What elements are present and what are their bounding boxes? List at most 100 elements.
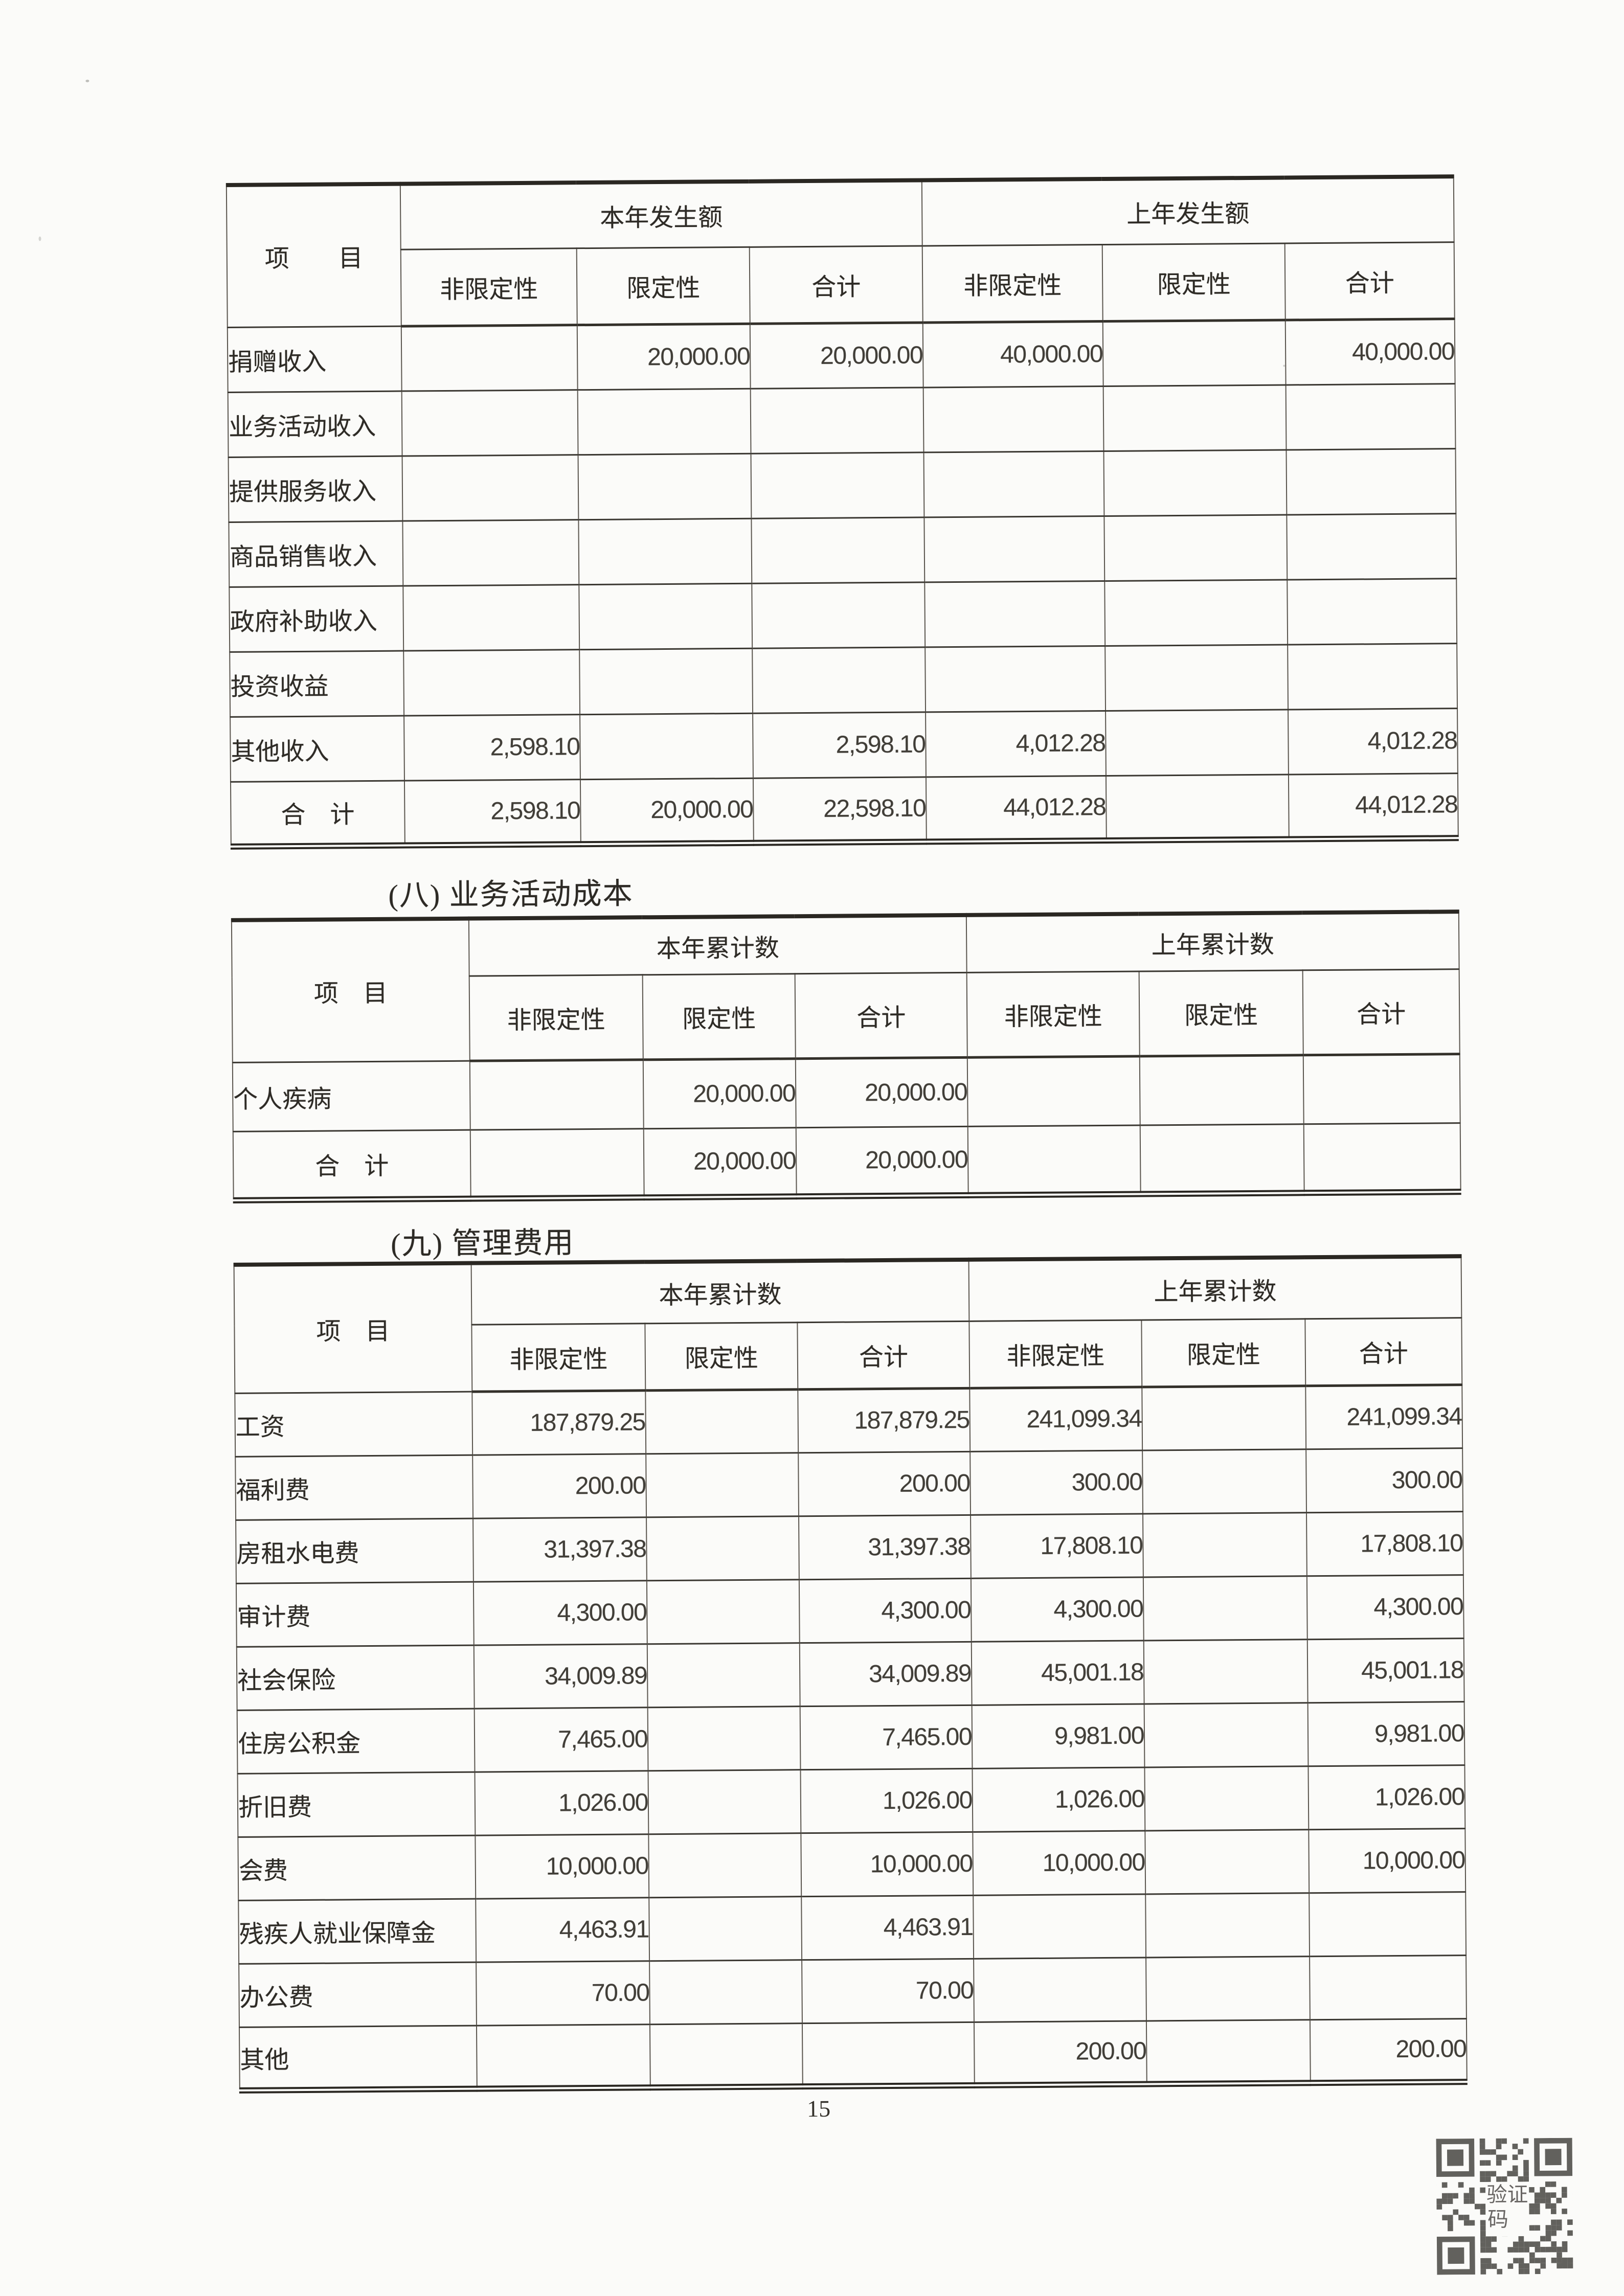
- column-header-total: 合计: [749, 245, 923, 324]
- column-header-total: 合计: [797, 1321, 970, 1390]
- cell-value: [967, 1056, 1140, 1126]
- cell-value: [1102, 320, 1286, 386]
- table-row: 福利费 200.00 200.00 300.00 300.00: [235, 1448, 1463, 1520]
- table-row: 办公费 70.00 70.00: [239, 1955, 1467, 2027]
- cell-value: [1143, 1512, 1307, 1577]
- cell-value: 4,012.28: [1288, 708, 1458, 775]
- column-group-current-year: 本年发生额: [400, 180, 922, 249]
- cell-value: [923, 385, 1104, 452]
- cell-value: [1140, 1124, 1304, 1194]
- table-row: 提供服务收入: [228, 448, 1456, 522]
- cell-value: [967, 1125, 1141, 1195]
- column-header-item: 项 目: [226, 184, 401, 327]
- column-header-unrestricted: 非限定性: [922, 244, 1103, 323]
- cell-value: [1145, 1893, 1310, 1958]
- row-label: 其他收入: [230, 715, 404, 782]
- cell-value: 200.00: [974, 2020, 1147, 2085]
- cell-value: 1,026.00: [972, 1767, 1145, 1832]
- cell-value: [476, 2024, 650, 2089]
- cell-value: 4,012.28: [926, 710, 1106, 777]
- column-header-unrestricted: 非限定性: [400, 248, 577, 326]
- cell-value: 1,026.00: [800, 1768, 973, 1833]
- svg-text:码: 码: [1487, 2208, 1508, 2231]
- table-row: 其他 200.00 200.00: [239, 2018, 1467, 2090]
- cell-value: 10,000.00: [801, 1831, 974, 1897]
- column-group-prior-year: 上年发生额: [921, 176, 1454, 246]
- cell-value: 17,808.10: [971, 1513, 1143, 1578]
- cell-value: [752, 582, 926, 648]
- scan-speck: [1283, 365, 1285, 367]
- column-header-unrestricted: 非限定性: [471, 1323, 646, 1392]
- cell-value: 200.00: [798, 1451, 971, 1516]
- cell-value: 2,598.10: [753, 712, 926, 778]
- cell-value: [1143, 1639, 1308, 1704]
- cell-value: [403, 649, 580, 716]
- cell-value: [1143, 1576, 1307, 1641]
- cell-value: 241,099.34: [969, 1386, 1143, 1451]
- cell-value: [751, 517, 925, 583]
- cell-value: 4,463.91: [476, 1897, 650, 1962]
- table-row: 社会保险 34,009.89 34,009.89 45,001.18 45,00…: [236, 1638, 1464, 1710]
- cell-value: [974, 1957, 1146, 2022]
- table-row: 投资收益: [230, 643, 1458, 717]
- cell-value: 2,598.10: [404, 714, 580, 781]
- row-label: 折旧费: [237, 1771, 476, 1837]
- table-header: 项 目 本年累计数 上年累计数 非限定性 限定性 合计 非限定性 限定性 合计: [234, 1256, 1462, 1393]
- table-body: 工资 187,879.25 187,879.25 241,099.34 241,…: [235, 1384, 1467, 2090]
- column-header-unrestricted: 非限定性: [469, 974, 643, 1061]
- row-label: 残疾人就业保障金: [238, 1898, 477, 1964]
- row-label: 社会保险: [236, 1645, 475, 1710]
- cell-value: 9,981.00: [972, 1703, 1145, 1768]
- table-row: 合 计 20,000.00 20,000.00: [233, 1123, 1461, 1200]
- cell-value: [1303, 1123, 1461, 1193]
- cell-value: [470, 1128, 644, 1199]
- cell-value: [1104, 579, 1288, 646]
- column-header-total: 合计: [1284, 242, 1455, 320]
- column-header-restricted: 限定性: [1139, 970, 1303, 1056]
- cell-value: 20,000.00: [796, 1126, 968, 1197]
- cell-value: 1,026.00: [1308, 1765, 1465, 1830]
- cell-value: [646, 1452, 799, 1517]
- row-label: 商品销售收入: [229, 520, 403, 587]
- row-label: 提供服务收入: [228, 456, 403, 522]
- row-label: 办公费: [239, 1962, 477, 2027]
- cell-value: 4,300.00: [799, 1578, 972, 1643]
- cell-value: [1144, 1702, 1309, 1767]
- column-group-current-year: 本年累计数: [468, 915, 967, 976]
- table-row: 住房公积金 7,465.00 7,465.00 9,981.00 9,981.0…: [237, 1701, 1465, 1774]
- table-row: 商品销售收入: [229, 513, 1457, 587]
- cell-value: 22,598.10: [753, 777, 927, 843]
- table-row: 审计费 4,300.00 4,300.00 4,300.00 4,300.00: [236, 1575, 1464, 1647]
- row-label: 住房公积金: [237, 1708, 475, 1774]
- cell-value: [648, 1833, 802, 1898]
- cell-value: [1103, 449, 1287, 516]
- cell-value: 4,463.91: [801, 1895, 974, 1960]
- table-row: 其他收入 2,598.10 2,598.10 4,012.28 4,012.28: [230, 708, 1458, 782]
- cell-value: [1106, 709, 1289, 776]
- cell-value: [402, 454, 579, 521]
- table-row: 房租水电费 31,397.38 31,397.38 17,808.10 17,8…: [236, 1511, 1463, 1583]
- cell-value: 34,009.89: [799, 1641, 972, 1707]
- cell-value: 4,300.00: [971, 1577, 1144, 1642]
- section-heading-admin-expense: (九) 管理费用: [391, 1226, 575, 1261]
- verification-qr-code-icon: 验证码: [1436, 2138, 1573, 2275]
- cell-value: 4,300.00: [473, 1580, 647, 1645]
- row-label: 合 计: [230, 780, 405, 847]
- column-header-item: 项 目: [234, 1263, 472, 1393]
- cell-value: [1142, 1449, 1306, 1514]
- cell-value: [578, 453, 752, 520]
- cell-value: [401, 390, 578, 456]
- business-cost-table: 项 目 本年累计数 上年累计数 非限定性 限定性 合计 非限定性 限定性 合计: [231, 910, 1461, 1203]
- cell-value: [1287, 578, 1457, 645]
- table-row: 残疾人就业保障金 4,463.91 4,463.91: [238, 1892, 1467, 1964]
- scan-speck: [38, 236, 41, 241]
- column-header-restricted: 限定性: [645, 1322, 798, 1391]
- cell-value: [580, 713, 753, 780]
- cell-value: 1,026.00: [475, 1770, 649, 1835]
- cell-value: 20,000.00: [750, 322, 923, 389]
- cell-value: 200.00: [472, 1453, 647, 1518]
- cell-value: 70.00: [802, 1958, 974, 2024]
- cell-value: 20,000.00: [795, 1057, 968, 1128]
- cell-value: 44,012.28: [1288, 773, 1458, 839]
- cell-value: [645, 1389, 799, 1454]
